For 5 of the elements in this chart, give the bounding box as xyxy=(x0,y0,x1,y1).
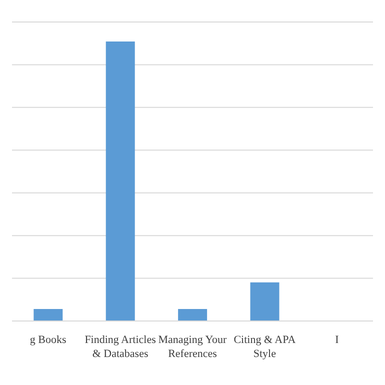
x-tick-label: Finding Articles & Databases xyxy=(84,334,156,360)
x-tick-label: Managing Your References xyxy=(158,334,228,360)
x-tick-label: Citing & APA Style xyxy=(234,334,296,360)
x-tick-label: I xyxy=(335,334,340,346)
x-tick-label: g Books xyxy=(30,334,66,346)
